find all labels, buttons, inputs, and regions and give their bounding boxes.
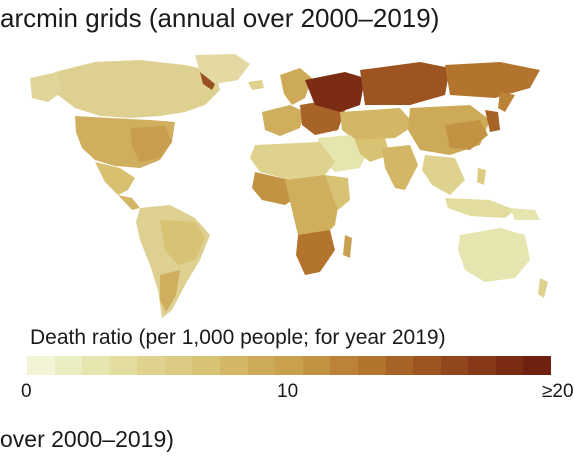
- legend-swatch: [302, 356, 331, 375]
- legend-swatch: [385, 356, 414, 375]
- region-korea-japan: [485, 110, 500, 132]
- world-map: [0, 50, 574, 325]
- legend-tick-20-plus: ≥20: [542, 381, 574, 402]
- region-russia-central: [360, 62, 450, 105]
- legend-swatch: [357, 356, 386, 375]
- legend-swatch: [220, 356, 248, 375]
- region-greenland: [195, 54, 250, 84]
- legend-swatch: [275, 356, 303, 375]
- region-scandinavia: [280, 68, 312, 105]
- region-southeast-asia: [422, 155, 465, 195]
- region-iran: [355, 138, 390, 162]
- legend-swatch: [330, 356, 358, 375]
- legend-swatch: [27, 356, 55, 375]
- legend-tick-10: 10: [277, 381, 299, 402]
- region-southern-africa: [296, 230, 335, 275]
- region-kamchatka: [498, 92, 515, 112]
- legend-swatch: [413, 356, 441, 375]
- region-western-europe: [262, 105, 305, 136]
- region-mexico: [95, 162, 135, 195]
- region-central-america: [118, 195, 140, 210]
- legend-title: Death ratio (per 1,000 people; for year …: [30, 326, 446, 349]
- region-usa-east: [130, 126, 172, 162]
- region-india: [382, 145, 418, 190]
- region-philippines: [477, 168, 486, 185]
- legend-swatch: [54, 356, 83, 375]
- legend-swatch: [137, 356, 165, 375]
- legend-tick-0: 0: [21, 381, 32, 402]
- region-russia-west: [305, 72, 365, 112]
- region-central-africa: [285, 175, 340, 245]
- region-australia: [458, 228, 530, 282]
- region-indonesia: [445, 198, 515, 218]
- legend-swatch: [164, 356, 193, 375]
- legend-swatch: [109, 356, 138, 375]
- region-greenland-coast: [200, 72, 215, 90]
- legend-swatch: [440, 356, 469, 375]
- world-map-svg: [30, 54, 548, 318]
- legend-swatch: [495, 356, 524, 375]
- legend-swatch: [523, 356, 551, 375]
- region-argentina: [160, 270, 180, 312]
- legend-swatch: [247, 356, 276, 375]
- legend-color-bar: [27, 356, 551, 375]
- region-canada: [55, 60, 220, 118]
- region-madagascar: [343, 235, 352, 258]
- region-iceland: [248, 80, 264, 90]
- region-china-east: [445, 120, 488, 150]
- legend-swatch: [192, 356, 221, 375]
- region-brazil: [160, 220, 205, 265]
- region-north-africa: [250, 142, 335, 180]
- caption-bottom: over 2000–2019): [0, 426, 174, 452]
- region-russia-east: [445, 62, 540, 98]
- region-new-guinea: [510, 208, 540, 220]
- region-new-zealand: [538, 278, 548, 298]
- map-title: arcmin grids (annual over 2000–2019): [0, 3, 440, 33]
- legend-swatch: [468, 356, 496, 375]
- region-alaska: [30, 72, 62, 102]
- region-central-asia: [340, 108, 415, 140]
- region-east-africa: [325, 175, 350, 210]
- legend-swatch: [82, 356, 110, 375]
